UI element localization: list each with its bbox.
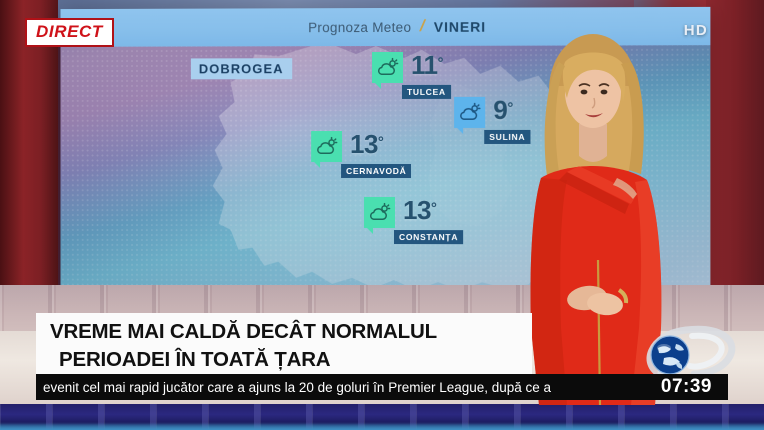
headline-line-1: VREME MAI CALDĂ DECÂT NORMALUL bbox=[50, 320, 437, 343]
forecast-day: VINERI bbox=[433, 18, 487, 35]
partly-cloudy-icon bbox=[454, 96, 486, 128]
partly-cloudy-icon bbox=[372, 51, 404, 84]
live-badge: DIRECT bbox=[25, 18, 114, 47]
studio-floor-glow bbox=[0, 422, 764, 430]
live-badge-label: DIRECT bbox=[36, 22, 103, 41]
city-name-label: CERNAVODĂ bbox=[341, 163, 412, 179]
city-marker-cernavoda[interactable]: 13° CERNAVODĂ bbox=[311, 129, 412, 179]
headline-line-2: PERIOADEI ÎN TOATĂ ȚARA bbox=[59, 348, 331, 371]
presenter-figure bbox=[530, 34, 662, 405]
temperature-value: 13° bbox=[403, 195, 437, 226]
header-separator-icon: / bbox=[418, 17, 427, 35]
city-name-label: TULCEA bbox=[402, 84, 451, 99]
city-marker-constanta[interactable]: 13° CONSTANȚA bbox=[364, 195, 464, 245]
temperature-value: 13° bbox=[350, 129, 384, 159]
partly-cloudy-icon bbox=[364, 196, 396, 229]
program-title: Prognoza Meteo bbox=[308, 19, 412, 35]
temperature-value: 11° bbox=[411, 49, 444, 80]
region-label: DOBROGEA bbox=[190, 58, 293, 80]
partly-cloudy-icon bbox=[311, 131, 343, 162]
city-marker-tulcea[interactable]: 11° TULCEA bbox=[372, 49, 451, 99]
lower-third-banner: VREME MAI CALDĂ DECÂT NORMALUL PERIOADEI… bbox=[36, 313, 532, 375]
antena3-globe-logo bbox=[646, 325, 736, 380]
news-ticker: evenit cel mai rapid jucător care a ajun… bbox=[36, 374, 728, 400]
clock: 07:39 bbox=[660, 376, 712, 397]
weather-map-screen: Prognoza Meteo / VINERI DOBROGEA 11° bbox=[60, 6, 711, 302]
weather-header-text: Prognoza Meteo / VINERI bbox=[308, 18, 486, 37]
city-name-label: CONSTANȚA bbox=[394, 230, 464, 245]
ticker-text: evenit cel mai rapid jucător care a ajun… bbox=[43, 379, 552, 395]
hd-quality-indicator: HD bbox=[683, 22, 708, 39]
